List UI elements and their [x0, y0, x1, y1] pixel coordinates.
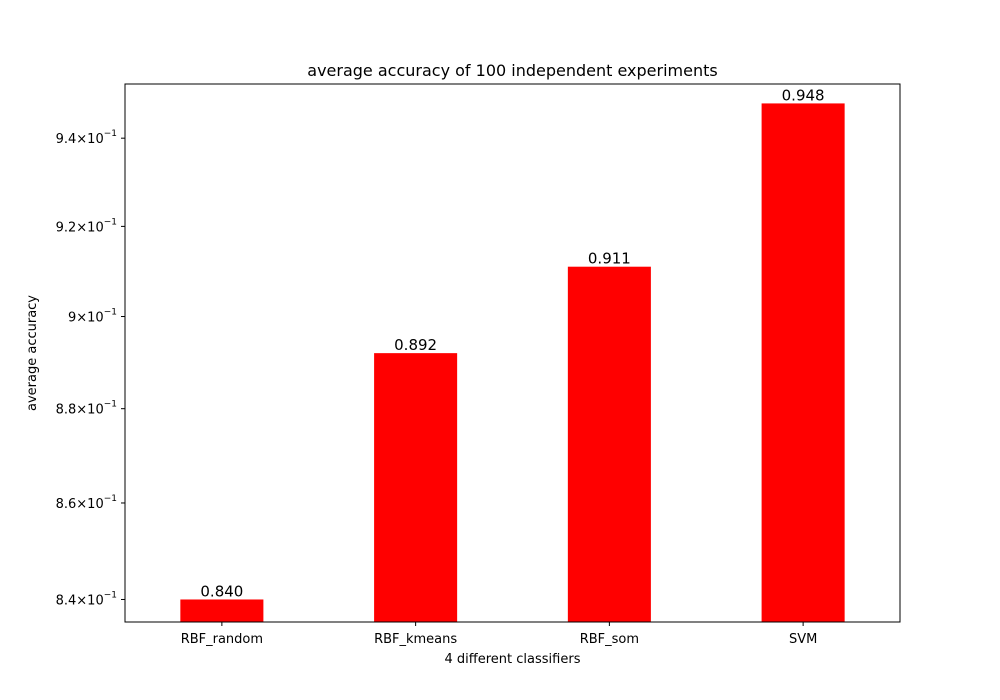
bar-value-label: 0.840 [200, 582, 243, 600]
x-tick-label: RBF_random [181, 632, 263, 647]
bar-value-label: 0.892 [394, 336, 437, 354]
bar-value-label: 0.948 [782, 86, 825, 104]
y-tick-label: 9×10−1 [68, 308, 117, 326]
x-axis-label: 4 different classifiers [445, 652, 581, 667]
y-axis-label: average accuracy [25, 295, 40, 411]
y-tick-label: 8.6×10−1 [56, 494, 117, 512]
plot-area: 0.840 RBF_random 0.892 RBF_kmeans 0.911 RBF_s… [56, 86, 845, 647]
x-tick-label: SVM [789, 632, 817, 647]
bar-SVM [761, 103, 845, 623]
y-tick-label: 8.4×10−1 [56, 590, 117, 608]
x-tick-label: RBF_som [580, 632, 639, 647]
axes-frame [124, 83, 901, 623]
y-tick-label: 8.8×10−1 [56, 400, 117, 418]
bar-value-label: 0.911 [588, 250, 631, 268]
bar-RBF_random [180, 599, 264, 622]
y-tick-label: 9.2×10−1 [56, 217, 117, 235]
bar-RBF_kmeans [374, 353, 458, 622]
bar-RBF_som [567, 266, 651, 622]
chart-title: average accuracy of 100 independent expe… [307, 61, 717, 80]
x-tick-label: RBF_kmeans [374, 632, 457, 647]
y-tick-label: 9.4×10−1 [56, 129, 117, 147]
